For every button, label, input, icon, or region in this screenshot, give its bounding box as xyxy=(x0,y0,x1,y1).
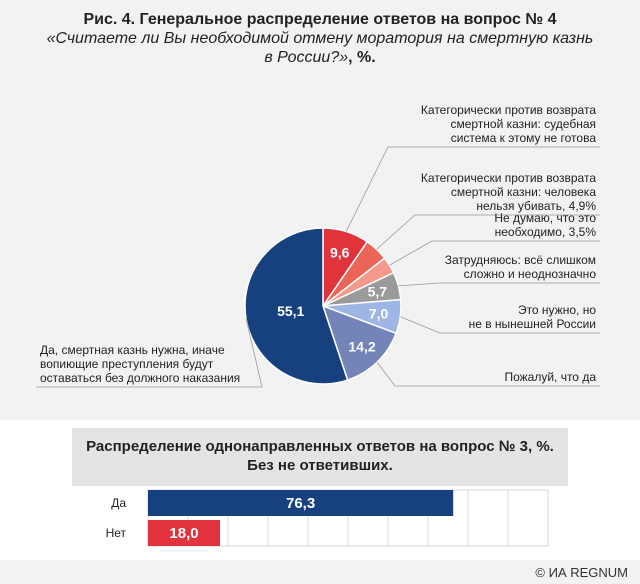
pie-category-label: нельзя убивать, 4,9% xyxy=(476,199,596,213)
pie-category-label: вопиющие преступления будут xyxy=(40,357,214,371)
pie-category-label: сложно и неоднозначно xyxy=(464,267,597,281)
pie-category-label: Категорически против возврата xyxy=(421,103,596,117)
pie-leader-line xyxy=(389,240,600,266)
bar-chart-title-line1: Распределение однонаправленных ответов н… xyxy=(86,438,554,455)
chart-title: Рис. 4. Генеральное распределение ответо… xyxy=(83,11,557,28)
pie-category-label: оставаться без должного наказания xyxy=(40,371,240,385)
footer: © ИА REGNUM xyxy=(0,560,640,584)
pie-chart-panel: 9,6 Категорически против возврата смертной… xyxy=(0,78,640,420)
pie-value-label: 55,1 xyxy=(277,303,304,319)
bar-chart-title-box: Распределение однонаправленных ответов н… xyxy=(72,428,568,486)
pie-leader-line xyxy=(376,361,600,387)
pie-category-label: Не думаю, что это xyxy=(494,211,596,225)
chart-subtitle-unit: , %. xyxy=(348,49,376,66)
pie-value-label: 9,6 xyxy=(330,244,350,260)
chart-subtitle-line2: в России?», %. xyxy=(0,49,640,67)
chart-header: Рис. 4. Генеральное распределение ответо… xyxy=(0,0,640,78)
pie-value-label: 7,0 xyxy=(369,306,389,322)
pie-leader-line xyxy=(398,282,600,287)
pie-value-label: 14,2 xyxy=(348,339,375,355)
source-credit: © ИА REGNUM xyxy=(535,565,628,580)
bar-chart-panel: Распределение однонаправленных ответов н… xyxy=(0,420,640,584)
chart-subtitle-question: в России?» xyxy=(264,49,349,66)
bar xyxy=(148,520,220,546)
pie-category-label: смертной казни: судебная xyxy=(450,117,596,131)
bar xyxy=(148,490,454,516)
pie-leader-line xyxy=(400,316,600,334)
pie-slice xyxy=(321,304,398,381)
bar-chart-title-line2: Без не ответивших. xyxy=(247,457,393,474)
pie-category-label: Да, смертная казнь нужна, иначе xyxy=(40,343,225,357)
pie-category-label: необходимо, 3,5% xyxy=(495,225,597,239)
pie-value-label: 5,7 xyxy=(368,284,388,300)
pie-category-label: система к этому не готова xyxy=(451,131,597,145)
pie-category-label: Категорически против возврата xyxy=(421,171,596,185)
chart-subtitle-line1: «Считаете ли Вы необходимой отмену морат… xyxy=(46,30,594,47)
pie-category-label: Затрудняюсь: всё слишком xyxy=(445,253,596,267)
pie-category-label: Пожалуй, что да xyxy=(504,370,596,384)
bar-value-label: 18,0 xyxy=(169,525,198,542)
pie-leader-line xyxy=(36,318,263,388)
bar-value-label: 76,3 xyxy=(286,495,315,512)
bar-category-label: Да xyxy=(111,496,126,510)
bar-chart: Да 76,3 Нет 18,0 xyxy=(106,489,549,547)
bar-category-label: Нет xyxy=(106,526,127,540)
pie-category-label: смертной казни: человека xyxy=(451,185,596,199)
pie-leader-line xyxy=(376,214,600,250)
pie-category-label: Это нужно, но xyxy=(518,303,596,317)
pie-leader-line xyxy=(345,146,600,232)
pie-category-label: не в нынешней России xyxy=(469,317,596,331)
